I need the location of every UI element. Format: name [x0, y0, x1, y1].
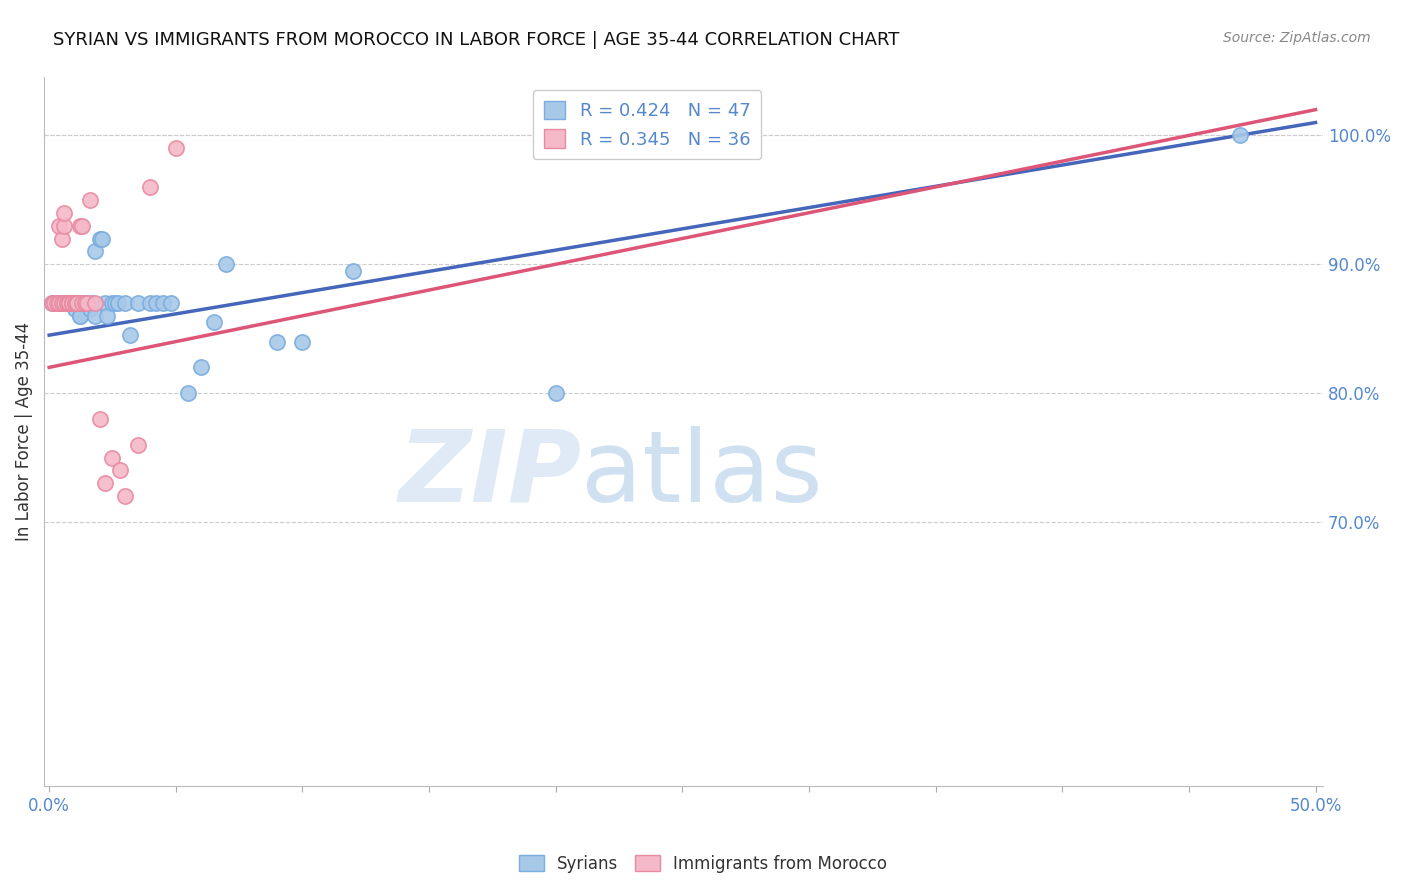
Point [79, 193, 101, 207]
Point [58, 296, 80, 310]
Point [83, 244, 105, 259]
Legend: R = 0.424   N = 47, R = 0.345   N = 36: R = 0.424 N = 47, R = 0.345 N = 36 [533, 90, 761, 160]
Point [89, 231, 111, 245]
Point [114, 489, 136, 503]
Point [60, 296, 83, 310]
Point [342, 264, 364, 278]
Point [58, 296, 80, 310]
Point [63, 296, 86, 310]
Point [152, 296, 174, 310]
Point [70, 296, 93, 310]
Point [45, 296, 67, 310]
Point [69, 309, 91, 323]
Point [56, 296, 79, 310]
Point [1229, 128, 1251, 143]
Point [266, 334, 288, 349]
Point [60, 296, 83, 310]
Point [48, 296, 70, 310]
Point [41, 296, 63, 310]
Point [159, 296, 181, 310]
Point [53, 205, 76, 219]
Point [66, 296, 89, 310]
Point [544, 386, 567, 401]
Point [51, 231, 73, 245]
Y-axis label: In Labor Force | Age 35-44: In Labor Force | Age 35-44 [15, 322, 32, 541]
Point [70, 219, 93, 233]
Point [139, 180, 162, 194]
Point [108, 463, 131, 477]
Point [91, 231, 114, 245]
Point [69, 309, 91, 323]
Point [66, 296, 89, 310]
Point [202, 315, 225, 329]
Text: ZIP: ZIP [398, 425, 581, 523]
Point [73, 296, 96, 310]
Point [215, 257, 238, 271]
Point [76, 296, 98, 310]
Point [76, 296, 98, 310]
Point [127, 296, 149, 310]
Point [56, 296, 79, 310]
Point [63, 296, 86, 310]
Legend: Syrians, Immigrants from Morocco: Syrians, Immigrants from Morocco [512, 848, 894, 880]
Point [165, 141, 187, 155]
Point [127, 438, 149, 452]
Point [83, 309, 105, 323]
Point [48, 219, 70, 233]
Point [145, 296, 167, 310]
Point [60, 296, 83, 310]
Point [58, 296, 80, 310]
Point [79, 302, 101, 317]
Text: SYRIAN VS IMMIGRANTS FROM MOROCCO IN LABOR FORCE | AGE 35-44 CORRELATION CHART: SYRIAN VS IMMIGRANTS FROM MOROCCO IN LAB… [53, 31, 900, 49]
Point [69, 219, 91, 233]
Point [63, 296, 86, 310]
Point [63, 296, 86, 310]
Point [101, 296, 124, 310]
Point [120, 328, 142, 343]
Point [60, 296, 83, 310]
Point [63, 302, 86, 317]
Point [48, 296, 70, 310]
Point [44, 296, 66, 310]
Point [190, 360, 212, 375]
Point [41, 296, 63, 310]
Point [104, 296, 127, 310]
Point [94, 296, 117, 310]
Point [51, 296, 73, 310]
Point [107, 296, 129, 310]
Point [139, 296, 162, 310]
Text: atlas: atlas [581, 425, 823, 523]
Point [83, 296, 105, 310]
Point [70, 296, 93, 310]
Point [70, 296, 93, 310]
Point [114, 296, 136, 310]
Point [66, 296, 89, 310]
Point [53, 296, 76, 310]
Point [94, 476, 117, 491]
Point [82, 296, 104, 310]
Text: Source: ZipAtlas.com: Source: ZipAtlas.com [1223, 31, 1371, 45]
Point [101, 450, 124, 465]
Point [96, 309, 118, 323]
Point [53, 296, 76, 310]
Point [177, 386, 200, 401]
Point [89, 412, 111, 426]
Point [60, 296, 83, 310]
Point [53, 219, 76, 233]
Point [60, 296, 83, 310]
Point [66, 296, 89, 310]
Point [291, 334, 314, 349]
Point [51, 296, 73, 310]
Point [73, 296, 96, 310]
Point [73, 296, 96, 310]
